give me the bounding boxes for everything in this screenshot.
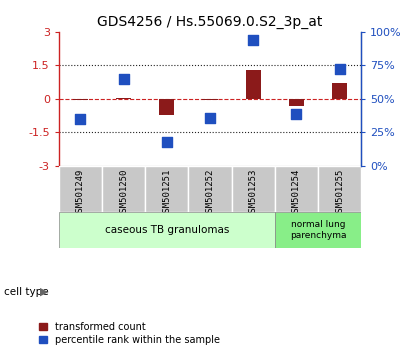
Text: normal lung
parenchyma: normal lung parenchyma (290, 220, 346, 240)
Text: ▶: ▶ (40, 287, 48, 297)
Title: GDS4256 / Hs.55069.0.S2_3p_at: GDS4256 / Hs.55069.0.S2_3p_at (97, 16, 323, 29)
Bar (102, 166, 145, 212)
Bar (289, 99, 304, 105)
Point (336, 67, 343, 72)
Point (163, 139, 170, 145)
Bar (59, 212, 275, 248)
Bar (116, 98, 131, 99)
Bar (59, 166, 102, 212)
Bar (318, 166, 361, 212)
Point (250, 37, 257, 43)
Bar (73, 99, 88, 100)
Text: GSM501254: GSM501254 (292, 169, 301, 217)
Legend: transformed count, percentile rank within the sample: transformed count, percentile rank withi… (39, 321, 221, 346)
Text: cell type: cell type (4, 287, 49, 297)
Bar (202, 99, 218, 100)
Point (207, 115, 213, 121)
Bar (275, 166, 318, 212)
Bar (231, 166, 275, 212)
Bar (275, 212, 361, 248)
Text: GSM501252: GSM501252 (205, 169, 215, 217)
Text: caseous TB granulomas: caseous TB granulomas (105, 225, 229, 235)
Bar (159, 99, 174, 115)
Text: GSM501249: GSM501249 (76, 169, 85, 217)
Bar (246, 70, 261, 99)
Point (293, 111, 300, 116)
Point (120, 76, 127, 82)
Point (77, 116, 84, 122)
Text: GSM501250: GSM501250 (119, 169, 128, 217)
Bar (332, 83, 347, 99)
Bar (189, 166, 231, 212)
Text: GSM501253: GSM501253 (249, 169, 258, 217)
Text: GSM501251: GSM501251 (162, 169, 171, 217)
Bar (145, 166, 189, 212)
Text: GSM501255: GSM501255 (335, 169, 344, 217)
